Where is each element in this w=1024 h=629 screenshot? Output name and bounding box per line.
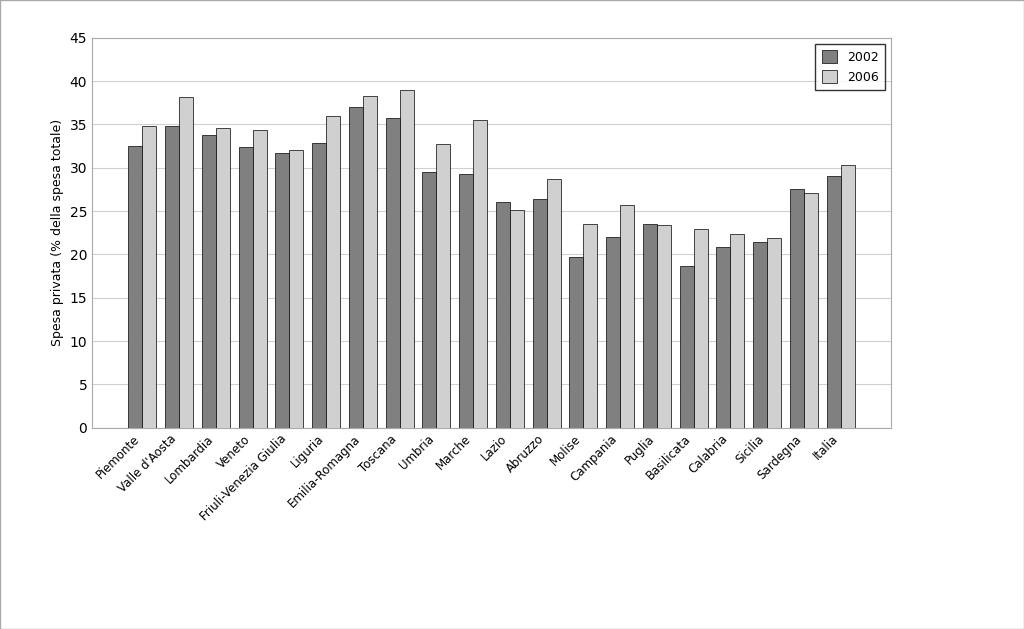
Bar <box>362 96 377 428</box>
Bar <box>312 143 327 428</box>
Bar <box>142 126 157 428</box>
Bar <box>532 199 547 428</box>
Bar <box>290 150 303 428</box>
Bar <box>496 203 510 428</box>
Bar <box>693 229 708 428</box>
Bar <box>680 265 693 428</box>
Bar <box>717 247 730 428</box>
Bar <box>179 97 194 428</box>
Bar <box>730 233 744 428</box>
Bar <box>569 257 584 428</box>
Bar <box>459 174 473 428</box>
Bar <box>473 120 487 428</box>
Bar <box>547 179 560 428</box>
Bar <box>202 135 216 428</box>
Bar <box>606 237 621 428</box>
Bar <box>510 210 524 428</box>
Bar <box>656 225 671 428</box>
Bar <box>275 153 290 428</box>
Legend: 2002, 2006: 2002, 2006 <box>815 44 885 90</box>
Bar <box>327 116 340 428</box>
Bar <box>128 146 142 428</box>
Bar <box>804 193 818 428</box>
Bar <box>253 130 266 428</box>
Bar <box>790 189 804 428</box>
Bar <box>826 176 841 428</box>
Bar <box>386 118 399 428</box>
Bar <box>165 126 179 428</box>
Bar <box>841 165 855 428</box>
Bar <box>754 242 767 428</box>
Bar <box>643 224 656 428</box>
Bar <box>239 147 253 428</box>
Bar <box>767 238 781 428</box>
Bar <box>399 90 414 428</box>
Bar <box>423 172 436 428</box>
Bar <box>216 128 229 428</box>
Bar <box>621 205 634 428</box>
Y-axis label: Spesa privata (% della spesa totale): Spesa privata (% della spesa totale) <box>51 119 65 347</box>
Bar <box>584 224 597 428</box>
Bar <box>436 144 451 428</box>
Bar <box>349 107 362 428</box>
